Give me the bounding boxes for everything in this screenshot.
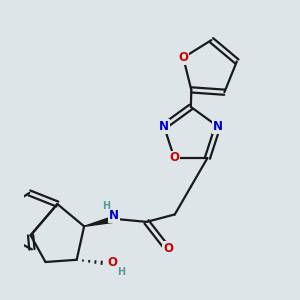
Text: N: N — [109, 209, 119, 222]
Text: H: H — [102, 200, 110, 211]
Text: O: O — [169, 152, 179, 164]
Text: O: O — [107, 256, 117, 269]
Text: O: O — [178, 51, 188, 64]
Polygon shape — [84, 216, 116, 226]
Text: N: N — [213, 120, 223, 133]
Text: O: O — [163, 242, 173, 255]
Text: H: H — [117, 267, 125, 278]
Text: N: N — [159, 120, 169, 133]
